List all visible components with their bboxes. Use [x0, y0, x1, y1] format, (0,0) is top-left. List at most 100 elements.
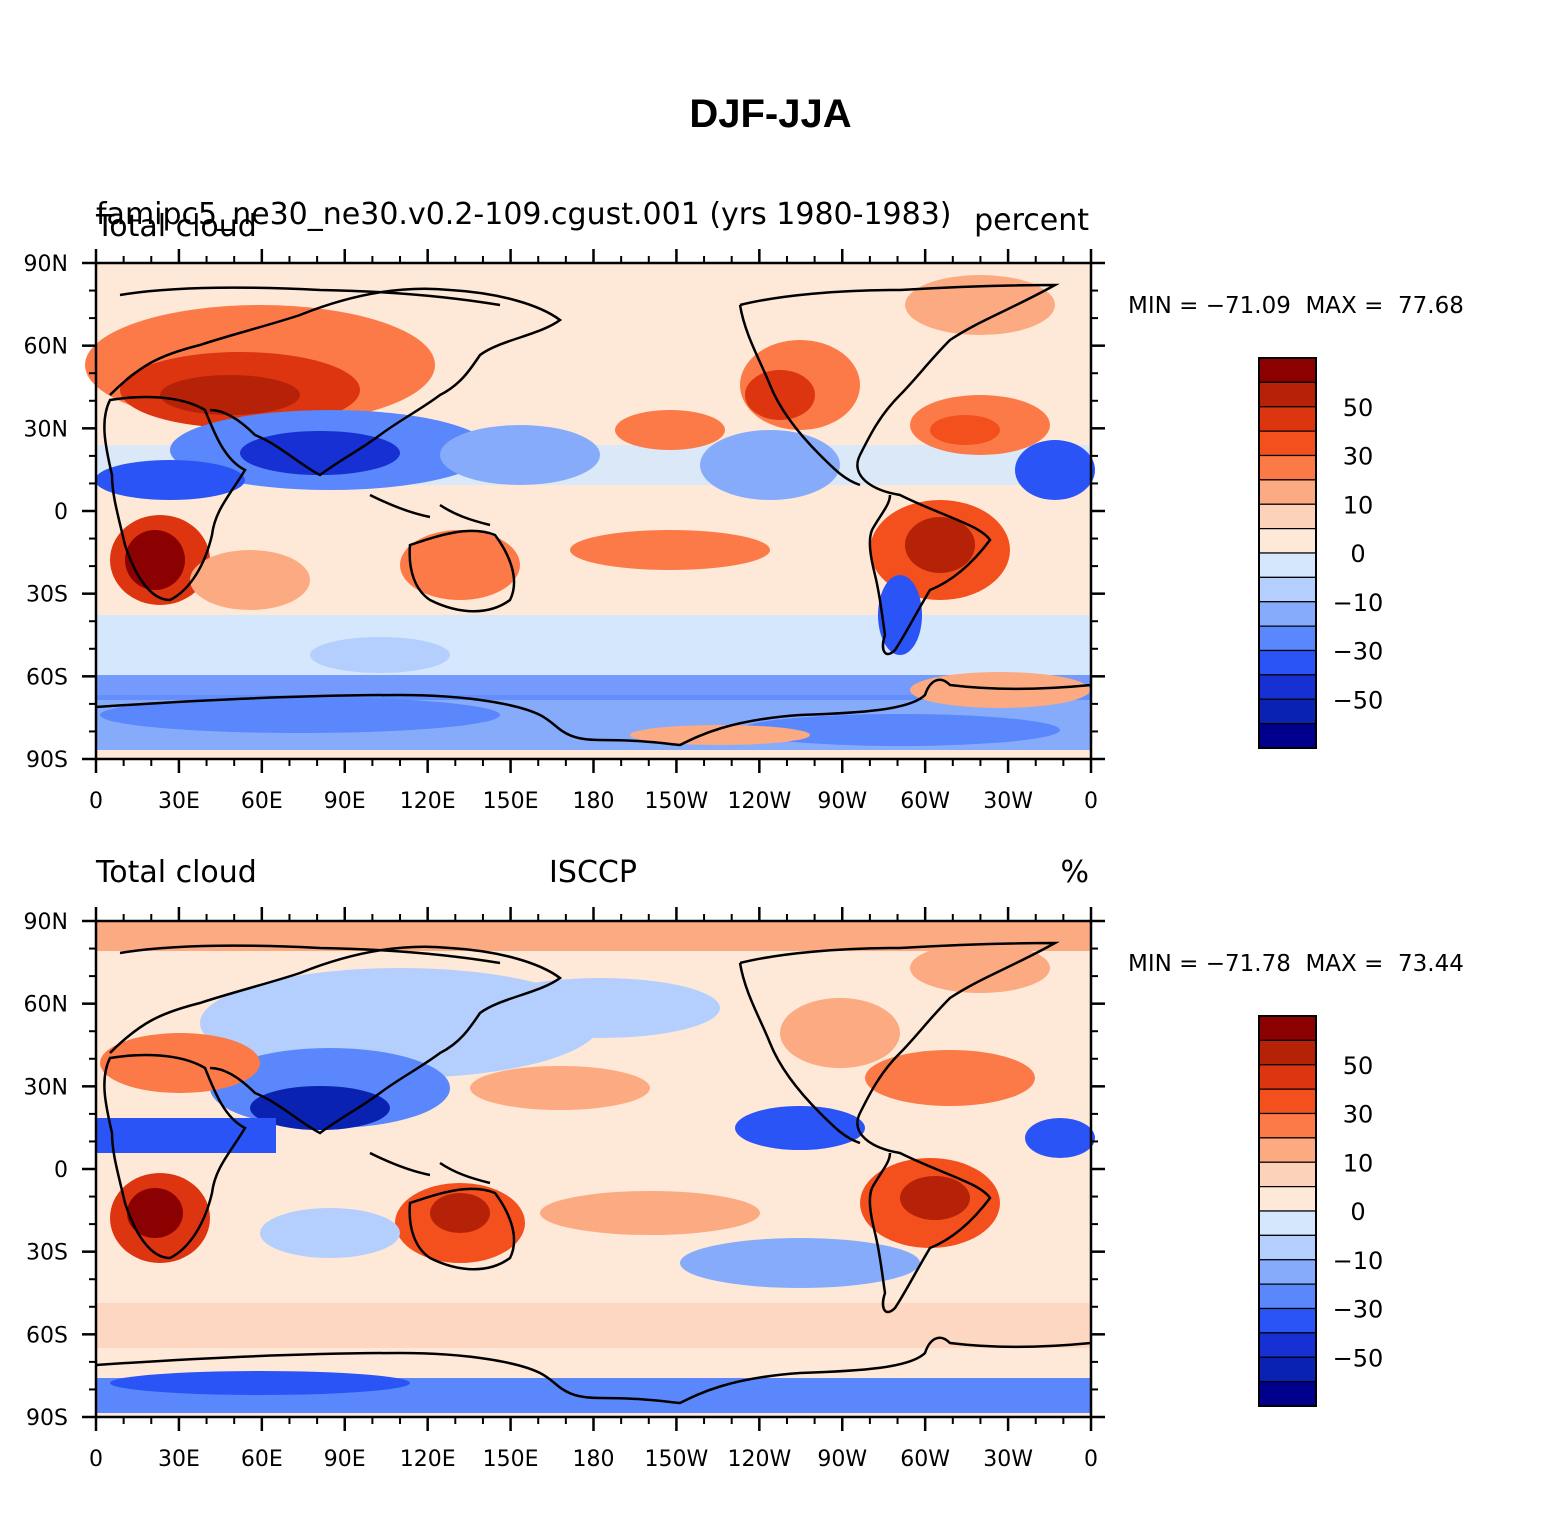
- units-label: %: [1060, 855, 1089, 890]
- colorbar-swatch: [1258, 1039, 1317, 1066]
- lat-tick-label: 0: [54, 1158, 68, 1183]
- colorbar-swatch: [1258, 1234, 1317, 1261]
- lon-tick-label: 150W: [645, 1447, 709, 1472]
- colorbar-swatch: [1258, 357, 1317, 383]
- colorbar-swatch: [1258, 576, 1317, 603]
- colorbar-swatch: [1258, 406, 1317, 432]
- lat-tick-label: 90S: [26, 1406, 68, 1431]
- case-name-label: famipc5_ne30_ne30.v0.2-109.cgust.001 (yr…: [96, 197, 952, 232]
- colorbar-label: 30: [1343, 443, 1374, 471]
- colorbar-swatch: [1258, 723, 1317, 749]
- colorbar-swatch: [1258, 674, 1317, 700]
- colorbar-label: −30: [1333, 638, 1384, 666]
- lon-tick-label: 30E: [158, 789, 200, 814]
- coastline-map-icon: [95, 941, 1092, 1405]
- lat-tick-label: 90S: [26, 748, 68, 773]
- figure-title: DJF-JJA: [689, 92, 852, 136]
- colorbar-swatch: [1258, 528, 1317, 554]
- lon-tick-label: 0: [1084, 789, 1098, 814]
- lat-tick-label: 30S: [26, 583, 68, 608]
- colorbar-label: 50: [1343, 394, 1374, 422]
- lon-tick-label: 150E: [483, 789, 539, 814]
- coastline-map-icon: [95, 283, 1092, 747]
- colorbar-swatch: [1258, 1210, 1317, 1236]
- colorbar-swatch: [1258, 1015, 1317, 1041]
- lat-tick-label: 30N: [24, 1075, 68, 1100]
- colorbar-swatch: [1258, 430, 1317, 457]
- colorbar-label: 0: [1350, 1198, 1365, 1226]
- panel-model: famipc5_ne30_ne30.v0.2-109.cgust.001 (yr…: [0, 195, 1541, 855]
- colorbar-swatch: [1258, 1064, 1317, 1090]
- colorbar-label: 10: [1343, 491, 1374, 519]
- lat-tick-label: 60N: [24, 335, 68, 360]
- colorbar-swatch: [1258, 649, 1317, 676]
- colorbar-swatch: [1258, 698, 1317, 725]
- axis-ticks: [82, 249, 1105, 773]
- lat-tick-label: 60N: [24, 993, 68, 1018]
- min-max-readout: MIN = −71.09 MAX = 77.68: [1128, 293, 1464, 319]
- lon-tick-label: 120W: [727, 789, 791, 814]
- lon-tick-label: 60E: [241, 789, 283, 814]
- colorbar-swatch: [1258, 1137, 1317, 1163]
- colorbar-swatch: [1258, 601, 1317, 627]
- contour-field: [96, 921, 1095, 1417]
- panel-observation: Total cloud ISCCP % MIN = −71.78 MAX = 7…: [0, 853, 1541, 1513]
- lon-tick-label: 60E: [241, 1447, 283, 1472]
- lat-tick-label: 60S: [26, 1323, 68, 1348]
- lon-tick-label: 30W: [983, 1447, 1033, 1472]
- lon-tick-label: 180: [573, 1447, 615, 1472]
- colorbar-swatch: [1258, 1088, 1317, 1115]
- lat-tick-label: 60S: [26, 665, 68, 690]
- colorbar-swatch: [1258, 454, 1317, 481]
- lon-tick-label: 0: [1084, 1447, 1098, 1472]
- colorbar-swatch: [1258, 1283, 1317, 1310]
- lon-tick-label: 90E: [324, 1447, 366, 1472]
- colorbar-swatch: [1258, 552, 1317, 578]
- map-plot: 0 30E 60E 90E 120E 150E 180 150W 120W 90W 60W 30W 09…: [24, 249, 1384, 814]
- colorbar-label: 30: [1343, 1101, 1374, 1129]
- lat-tick-label: 90N: [24, 252, 68, 277]
- colorbar-label: −50: [1333, 1344, 1384, 1372]
- colorbar-swatch: [1258, 1186, 1317, 1212]
- colorbar-label: −10: [1333, 1247, 1384, 1275]
- lat-tick-label: 90N: [24, 910, 68, 935]
- colorbar: 50 30 10 0 −10 −30 −50: [1258, 357, 1384, 749]
- colorbar-label: 50: [1343, 1052, 1374, 1080]
- lon-tick-label: 120E: [400, 1447, 456, 1472]
- lon-tick-label: 90W: [817, 789, 867, 814]
- lon-tick-label: 0: [89, 789, 103, 814]
- lat-tick-label: 30S: [26, 1241, 68, 1266]
- colorbar: 50 30 10 0 −10 −30 −50: [1258, 1015, 1384, 1407]
- min-max-readout: MIN = −71.78 MAX = 73.44: [1128, 951, 1464, 977]
- colorbar-swatch: [1258, 1332, 1317, 1358]
- colorbar-swatch: [1258, 479, 1317, 505]
- lon-tick-label: 30E: [158, 1447, 200, 1472]
- contour-field: [85, 263, 1095, 759]
- colorbar-label: −30: [1333, 1296, 1384, 1324]
- lon-tick-label: 0: [89, 1447, 103, 1472]
- colorbar-swatch: [1258, 381, 1317, 408]
- colorbar-swatch: [1258, 1112, 1317, 1139]
- colorbar-swatch: [1258, 1161, 1317, 1188]
- lon-tick-label: 60W: [900, 789, 950, 814]
- variable-label: Total cloud: [96, 209, 257, 244]
- colorbar-swatch: [1258, 503, 1317, 530]
- lon-tick-label: 60W: [900, 1447, 950, 1472]
- axis-tick-labels: 0 30E 60E 90E 120E 150E 180 150W 120W 90W 60W 30W 09…: [24, 252, 1098, 814]
- colorbar-swatch: [1258, 625, 1317, 652]
- colorbar-swatch: [1258, 1307, 1317, 1334]
- variable-label: Total cloud: [96, 855, 257, 890]
- lat-tick-label: 0: [54, 500, 68, 525]
- lon-tick-label: 30W: [983, 789, 1033, 814]
- lat-tick-label: 30N: [24, 417, 68, 442]
- colorbar-swatch: [1258, 1381, 1317, 1407]
- colorbar-label: −50: [1333, 686, 1384, 714]
- colorbar-label: 0: [1350, 540, 1365, 568]
- colorbar-label: 10: [1343, 1149, 1374, 1177]
- lon-tick-label: 120E: [400, 789, 456, 814]
- lon-tick-label: 120W: [727, 1447, 791, 1472]
- lon-tick-label: 180: [573, 789, 615, 814]
- axis-tick-labels: 0 30E 60E 90E 120E 150E 180 150W 120W 90W 60W 30W 09…: [24, 910, 1098, 1472]
- colorbar-label: −10: [1333, 589, 1384, 617]
- map-plot: 0 30E 60E 90E 120E 150E 180 150W 120W 90W 60W 30W 09…: [24, 907, 1384, 1472]
